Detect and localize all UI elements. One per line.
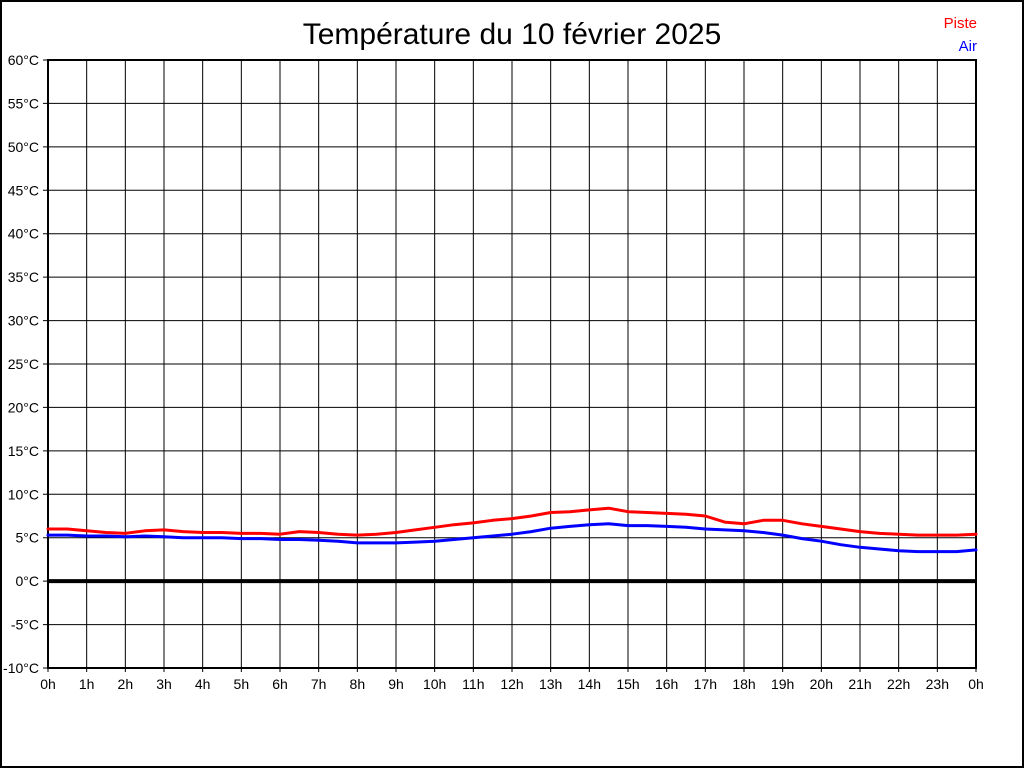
- x-tick-label: 10h: [423, 676, 446, 692]
- legend-item-piste: Piste: [943, 15, 977, 32]
- y-tick-label: 0°C: [16, 573, 40, 589]
- legend: Piste Air: [944, 12, 977, 58]
- series-line-piste: [46, 506, 978, 537]
- x-tick-label: 12h: [500, 676, 523, 692]
- y-tick-label: 55°C: [8, 95, 39, 111]
- x-tick-label: 20h: [810, 676, 833, 692]
- x-tick-label: 3h: [156, 676, 172, 692]
- y-tick-label: 30°C: [8, 313, 39, 329]
- x-tick-label: 19h: [771, 676, 794, 692]
- x-tick-label: 14h: [578, 676, 601, 692]
- x-tick-label: 21h: [848, 676, 871, 692]
- y-tick-label: 60°C: [8, 52, 39, 68]
- series-line-air: [46, 522, 978, 554]
- y-tick-label: 5°C: [16, 530, 40, 546]
- x-tick-label: 2h: [118, 676, 134, 692]
- y-tick-label: 50°C: [8, 139, 39, 155]
- plot-frame: [47, 59, 977, 669]
- x-tick-label: 0h: [968, 676, 984, 692]
- x-tick-label: 13h: [539, 676, 562, 692]
- x-tick-label: 16h: [655, 676, 678, 692]
- y-axis-labels: 60°C 55°C 50°C 45°C 40°C 35°C 30°C 25°C 20°C 15°C…: [3, 52, 39, 676]
- y-tick-label: 35°C: [8, 269, 39, 285]
- x-tick-label: 6h: [272, 676, 288, 692]
- y-tick-label: 15°C: [8, 443, 39, 459]
- x-tick-label: 15h: [616, 676, 639, 692]
- grid: [43, 59, 977, 672]
- x-tick-label: 11h: [462, 676, 484, 692]
- x-tick-label: 17h: [694, 676, 717, 692]
- legend-item-air: Air: [958, 38, 977, 55]
- x-tick-label: 0h: [40, 676, 56, 692]
- x-tick-label: 23h: [926, 676, 949, 692]
- x-axis-labels: 0h 1h 2h 3h 4h 5h 6h 7h 8h 9h 10h 11h 12h 13h 14h 15h 16…: [40, 676, 984, 692]
- y-tick-label: 10°C: [8, 486, 39, 502]
- x-tick-label: 8h: [350, 676, 366, 692]
- chart-title: Température du 10 février 2025: [302, 18, 722, 51]
- y-tick-label: -5°C: [11, 617, 39, 633]
- x-tick-label: 4h: [195, 676, 211, 692]
- y-tick-label: -10°C: [3, 660, 39, 676]
- y-tick-label: 25°C: [8, 356, 39, 372]
- x-tick-label: 7h: [311, 676, 327, 692]
- x-tick-label: 22h: [887, 676, 910, 692]
- x-tick-label: 9h: [388, 676, 404, 692]
- y-tick-label: 40°C: [8, 226, 39, 242]
- x-tick-label: 5h: [234, 676, 250, 692]
- x-tick-label: 1h: [79, 676, 95, 692]
- y-tick-label: 20°C: [8, 399, 39, 415]
- y-tick-label: 45°C: [8, 182, 39, 198]
- x-tick-label: 18h: [732, 676, 755, 692]
